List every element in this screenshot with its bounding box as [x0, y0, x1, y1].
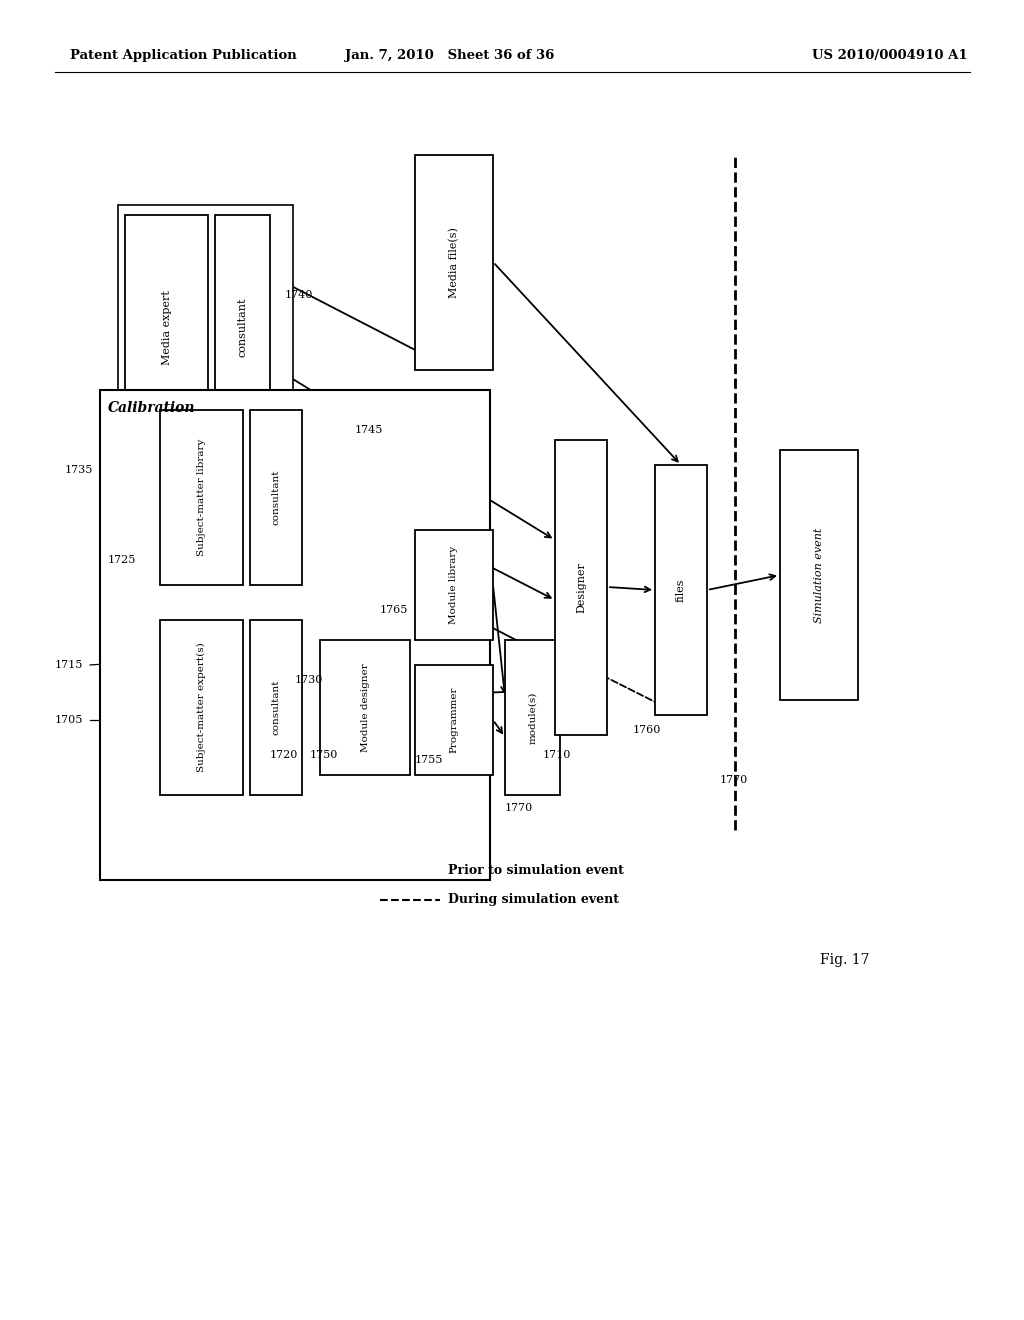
Text: Calibration: Calibration: [108, 401, 196, 414]
Bar: [250, 620, 302, 795]
Text: 1760: 1760: [633, 725, 662, 735]
Text: 1750: 1750: [310, 750, 338, 760]
Text: Prior to simulation event: Prior to simulation event: [449, 863, 624, 876]
Text: 1755: 1755: [415, 755, 443, 766]
Text: consultant: consultant: [271, 470, 281, 525]
Bar: [415, 531, 493, 640]
Text: Module designer: Module designer: [360, 663, 370, 752]
Bar: [655, 465, 707, 715]
Bar: [780, 450, 858, 700]
Text: 1770: 1770: [505, 803, 534, 813]
Text: 1765: 1765: [380, 605, 409, 615]
Text: module(s): module(s): [528, 692, 537, 743]
Text: Media expert: Media expert: [162, 290, 171, 364]
Text: Designer: Designer: [575, 562, 586, 612]
Text: Module library: Module library: [450, 546, 459, 624]
Text: 1720: 1720: [270, 750, 298, 760]
Bar: [555, 440, 607, 735]
Bar: [215, 215, 270, 440]
Text: 1740: 1740: [285, 290, 313, 300]
Bar: [415, 665, 493, 775]
Text: Programmer: Programmer: [450, 686, 459, 754]
Bar: [250, 411, 302, 585]
Text: 1770: 1770: [720, 775, 749, 785]
Bar: [319, 640, 410, 775]
Bar: [118, 205, 293, 450]
Text: 1725: 1725: [108, 554, 136, 565]
Text: US 2010/0004910 A1: US 2010/0004910 A1: [812, 49, 968, 62]
Text: Patent Application Publication: Patent Application Publication: [70, 49, 297, 62]
Bar: [100, 389, 490, 880]
Bar: [160, 620, 243, 795]
Text: During simulation event: During simulation event: [449, 894, 618, 907]
Text: 1745: 1745: [355, 425, 383, 436]
Text: 1735: 1735: [65, 465, 93, 475]
Text: 1715: 1715: [55, 660, 83, 671]
Text: files: files: [676, 578, 686, 602]
Text: 1705: 1705: [55, 715, 83, 725]
Bar: [415, 154, 493, 370]
Bar: [160, 411, 243, 585]
Text: consultant: consultant: [238, 298, 248, 358]
Text: consultant: consultant: [271, 680, 281, 735]
Text: Media file(s): Media file(s): [449, 227, 459, 298]
Bar: [505, 640, 560, 795]
Text: 1730: 1730: [295, 675, 324, 685]
Text: Subject-matter library: Subject-matter library: [197, 438, 206, 556]
Text: Fig. 17: Fig. 17: [820, 953, 869, 968]
Text: 1710: 1710: [543, 750, 571, 760]
Text: Simulation event: Simulation event: [814, 527, 824, 623]
Bar: [125, 215, 208, 440]
Text: Subject-matter expert(s): Subject-matter expert(s): [197, 643, 206, 772]
Text: Jan. 7, 2010   Sheet 36 of 36: Jan. 7, 2010 Sheet 36 of 36: [345, 49, 555, 62]
